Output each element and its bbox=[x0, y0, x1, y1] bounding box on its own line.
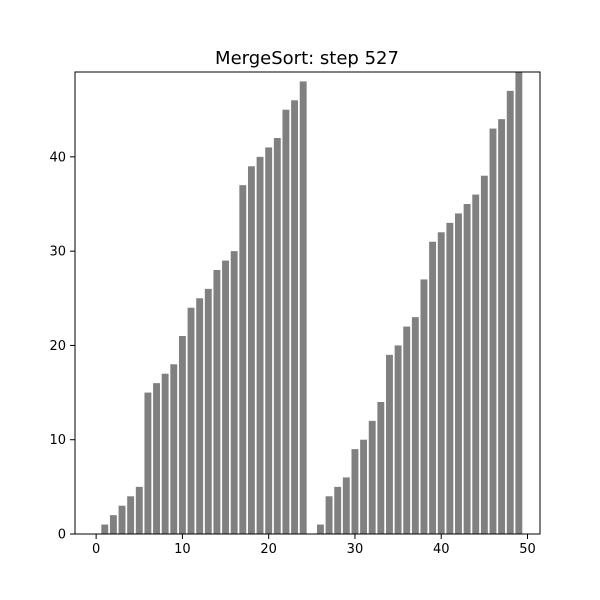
bar-10 bbox=[178, 336, 186, 534]
bar-37 bbox=[411, 317, 419, 534]
bar-31 bbox=[360, 439, 368, 534]
y-tick-label-40: 40 bbox=[49, 150, 66, 165]
bar-13 bbox=[204, 288, 212, 534]
bar-48 bbox=[506, 90, 514, 535]
bar-12 bbox=[196, 298, 204, 534]
bar-20 bbox=[265, 147, 273, 534]
chart-title: MergeSort: step 527 bbox=[215, 48, 399, 69]
y-axis-ticks: 0 10 20 30 40 bbox=[49, 150, 75, 543]
bar-47 bbox=[498, 119, 506, 534]
bar-24 bbox=[299, 81, 307, 535]
bar-30 bbox=[351, 449, 359, 534]
x-tick-label-40: 40 bbox=[433, 542, 450, 557]
bar-28 bbox=[334, 486, 342, 534]
bar-27 bbox=[325, 496, 333, 534]
bar-44 bbox=[472, 194, 480, 534]
bar-22 bbox=[282, 109, 290, 535]
bars-layer bbox=[101, 72, 523, 535]
bar-11 bbox=[187, 307, 195, 534]
bar-17 bbox=[239, 185, 247, 534]
x-tick-label-50: 50 bbox=[519, 542, 536, 557]
x-tick-label-10: 10 bbox=[174, 542, 191, 557]
bar-32 bbox=[368, 420, 376, 534]
bar-39 bbox=[429, 241, 437, 534]
x-tick-label-30: 30 bbox=[347, 542, 364, 557]
bar-14 bbox=[213, 270, 221, 534]
x-tick-label-20: 20 bbox=[260, 542, 277, 557]
bar-35 bbox=[394, 345, 402, 534]
bar-29 bbox=[342, 477, 350, 534]
x-axis-ticks: 0 10 20 30 40 50 bbox=[92, 534, 536, 557]
bar-41 bbox=[446, 222, 454, 535]
bar-38 bbox=[420, 279, 428, 534]
bar-19 bbox=[256, 156, 264, 535]
y-tick-label-30: 30 bbox=[49, 245, 66, 260]
bar-5 bbox=[135, 486, 143, 534]
plot-frame bbox=[74, 71, 541, 535]
bar-46 bbox=[489, 128, 497, 534]
bar-36 bbox=[403, 326, 411, 534]
bar-9 bbox=[170, 364, 178, 534]
bar-3 bbox=[118, 505, 126, 534]
bar-2 bbox=[109, 515, 117, 534]
bar-33 bbox=[377, 402, 385, 534]
x-tick-label-0: 0 bbox=[92, 542, 100, 557]
bar-45 bbox=[480, 175, 488, 534]
bar-18 bbox=[247, 166, 255, 535]
bar-21 bbox=[273, 138, 281, 534]
y-tick-label-0: 0 bbox=[58, 528, 66, 543]
bar-6 bbox=[144, 392, 152, 534]
y-tick-label-20: 20 bbox=[49, 339, 66, 354]
y-tick-label-10: 10 bbox=[49, 433, 66, 448]
bar-15 bbox=[222, 260, 229, 534]
bar-4 bbox=[127, 496, 135, 534]
bar-8 bbox=[161, 373, 169, 534]
bar-26 bbox=[316, 524, 324, 534]
bar-16 bbox=[230, 251, 238, 534]
bar-23 bbox=[291, 100, 299, 534]
bar-7 bbox=[153, 383, 160, 534]
bar-1 bbox=[101, 524, 109, 534]
bar-34 bbox=[386, 354, 393, 534]
bar-40 bbox=[437, 232, 445, 535]
bar-49 bbox=[515, 72, 523, 534]
bar-42 bbox=[455, 213, 462, 534]
bar-43 bbox=[463, 204, 471, 534]
